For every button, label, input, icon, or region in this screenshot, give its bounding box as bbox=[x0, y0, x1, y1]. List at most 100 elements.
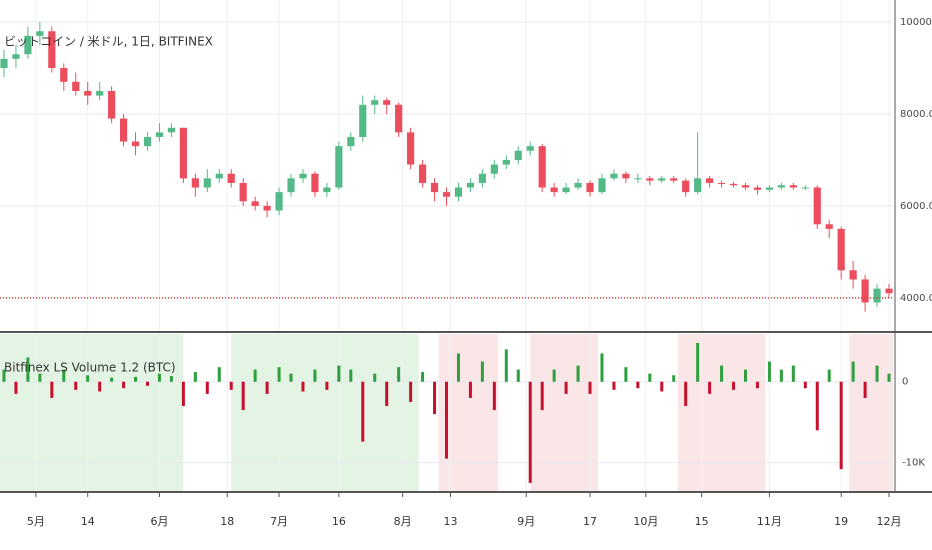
bar bbox=[815, 381, 819, 431]
bar bbox=[409, 381, 413, 402]
candle-body bbox=[227, 173, 235, 183]
candle-body bbox=[407, 132, 415, 165]
candle-body bbox=[48, 31, 56, 69]
x-tick-label: 15 bbox=[695, 515, 709, 528]
bar bbox=[696, 342, 700, 382]
bar bbox=[803, 381, 807, 389]
candle-body bbox=[789, 185, 797, 188]
candle-body bbox=[430, 182, 439, 193]
shading-layer bbox=[0, 334, 893, 491]
x-tick-label: 19 bbox=[834, 515, 848, 528]
bar bbox=[277, 367, 281, 382]
candle-body bbox=[155, 132, 164, 137]
bar bbox=[265, 381, 269, 394]
bar bbox=[528, 381, 532, 483]
candle-body bbox=[203, 178, 211, 188]
shading-zone bbox=[438, 334, 499, 491]
bar bbox=[636, 381, 640, 389]
candle-body bbox=[849, 270, 857, 280]
candle-body bbox=[275, 192, 283, 211]
candle-body bbox=[682, 180, 690, 193]
candle-body bbox=[490, 164, 498, 174]
x-tick-label: 14 bbox=[81, 515, 95, 528]
candle-body bbox=[706, 178, 714, 183]
candle-body bbox=[538, 146, 546, 188]
candle-body bbox=[323, 187, 331, 193]
candle-body bbox=[108, 91, 116, 119]
bar bbox=[887, 373, 891, 382]
x-tick-label: 12月 bbox=[877, 515, 902, 528]
bar bbox=[122, 381, 126, 389]
candle-body bbox=[670, 178, 678, 181]
candle-body bbox=[119, 118, 128, 142]
candle-body bbox=[562, 187, 570, 193]
candle-body bbox=[622, 173, 630, 179]
candle-body bbox=[454, 187, 463, 197]
bar bbox=[516, 369, 520, 382]
candle-body bbox=[753, 187, 762, 190]
y-tick-label: 6000.0 bbox=[900, 201, 932, 212]
bar bbox=[181, 381, 185, 407]
y-tick-label: 4000.0 bbox=[900, 293, 932, 304]
bar bbox=[421, 372, 425, 382]
candle-body bbox=[287, 178, 295, 193]
bar bbox=[755, 381, 759, 389]
bar bbox=[313, 369, 317, 382]
bar bbox=[373, 373, 377, 382]
bar bbox=[205, 381, 209, 394]
candle-body bbox=[837, 228, 845, 271]
bar bbox=[708, 381, 712, 394]
bar bbox=[193, 372, 197, 382]
bar bbox=[349, 369, 353, 382]
bar bbox=[504, 349, 508, 382]
bar bbox=[433, 381, 437, 415]
indicator-title: Bitfinex LS Volume 1.2 (BTC) bbox=[4, 361, 176, 375]
bar bbox=[588, 381, 592, 394]
x-tick-label: 17 bbox=[583, 515, 597, 528]
bar bbox=[229, 381, 233, 390]
candle-body bbox=[359, 104, 367, 137]
y-tick-label: 0 bbox=[902, 377, 908, 388]
candle-body bbox=[502, 159, 510, 165]
candle-body bbox=[801, 187, 809, 189]
bar bbox=[648, 373, 652, 382]
candle-body bbox=[371, 100, 379, 105]
bar bbox=[732, 381, 736, 390]
candle-body bbox=[84, 91, 92, 96]
x-tick-label: 9月 bbox=[517, 515, 535, 528]
candle-body bbox=[825, 224, 833, 229]
bar bbox=[540, 381, 544, 411]
candle-body bbox=[442, 192, 451, 197]
candle-body bbox=[72, 81, 80, 92]
bar bbox=[397, 367, 401, 382]
bar bbox=[875, 365, 879, 382]
chart-title: ビットコイン / 米ドル, 1日, BITFINEX bbox=[4, 35, 213, 49]
bar bbox=[445, 381, 448, 459]
candle-body bbox=[239, 182, 247, 202]
candle-body bbox=[646, 178, 654, 181]
bar bbox=[564, 381, 568, 394]
candle-body bbox=[634, 178, 642, 180]
candle-body bbox=[777, 185, 785, 188]
bar bbox=[146, 381, 150, 386]
bar bbox=[492, 381, 496, 411]
bar bbox=[217, 367, 221, 382]
candle-body bbox=[574, 182, 582, 188]
candle-body bbox=[514, 150, 522, 160]
candle-body bbox=[24, 35, 32, 55]
x-tick-label: 13 bbox=[443, 515, 457, 528]
bar bbox=[779, 369, 783, 382]
bar bbox=[743, 369, 747, 382]
shading-zone bbox=[530, 334, 598, 491]
candle-body bbox=[741, 185, 750, 188]
x-tick-label: 7月 bbox=[270, 515, 288, 528]
candle-body bbox=[873, 288, 881, 303]
bar bbox=[468, 381, 472, 398]
bar bbox=[600, 353, 604, 382]
bar bbox=[456, 353, 460, 382]
x-tick-label: 5月 bbox=[27, 515, 45, 528]
bar bbox=[62, 369, 66, 382]
candle-body bbox=[143, 136, 152, 147]
bar bbox=[337, 365, 341, 382]
